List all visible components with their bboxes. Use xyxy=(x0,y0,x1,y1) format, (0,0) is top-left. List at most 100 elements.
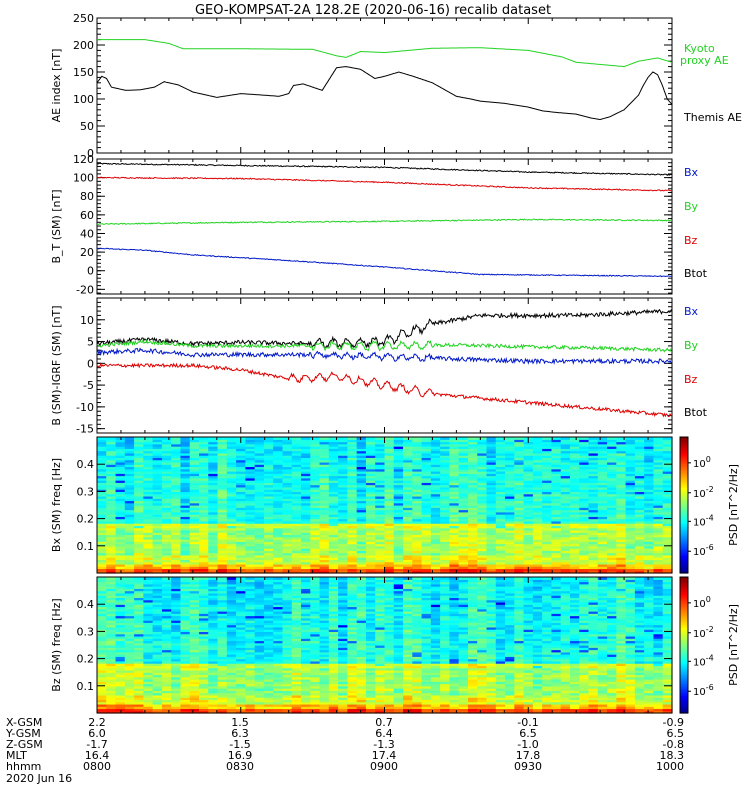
panel-2-series-bz xyxy=(96,362,673,418)
panel-1-series-bz xyxy=(96,176,673,192)
legend-by: By xyxy=(684,200,699,213)
xaxis-tick-label: -1.5 xyxy=(229,738,250,751)
legend-bx: Bx xyxy=(684,166,699,179)
panel-0-ytick: 0 xyxy=(87,147,94,160)
panel-1-ytick: 20 xyxy=(80,246,94,259)
xaxis-tick-label: 6.5 xyxy=(519,727,537,740)
panel-4-ytick: 0.4 xyxy=(77,598,95,611)
legend-bx: Bx xyxy=(684,305,699,318)
xaxis-tick-label: 1.5 xyxy=(231,716,249,729)
panel-2-ytick: 10 xyxy=(80,314,94,327)
panel-2-ytick: 5 xyxy=(87,336,94,349)
panel-1-ytick: 120 xyxy=(73,153,94,166)
xaxis-tick-label: 17.4 xyxy=(372,749,397,762)
panel-1-ytick: -20 xyxy=(76,283,94,296)
legend-btot: Btot xyxy=(684,267,708,280)
panel-3-ytick: 0.4 xyxy=(77,458,95,471)
panel-3-ytick: 0.1 xyxy=(77,540,95,553)
panel-1-frame xyxy=(96,158,673,295)
xaxis-tick-label: -1.3 xyxy=(373,738,394,751)
panel-1-ylabel: B_T (SM) [nT] xyxy=(50,189,63,263)
legend-by: By xyxy=(684,339,699,352)
panel-0-series-kyoto-proxy-ae xyxy=(97,39,673,68)
panel-4-colorbar-label: PSD [nT^2/Hz] xyxy=(727,604,740,686)
colorbar-tick: 10-4 xyxy=(693,513,714,528)
xaxis-tick-label: -0.9 xyxy=(663,716,684,729)
xaxis-date: 2020 Jun 16 xyxy=(6,772,72,785)
panel-2-ytick: -5 xyxy=(83,379,94,392)
xaxis-tick-label: 6.0 xyxy=(88,727,106,740)
xaxis-row-label: MLT xyxy=(6,749,27,762)
legend-themis: Themis AE xyxy=(683,111,742,124)
legend-kyoto: proxy AE xyxy=(680,54,729,67)
panel-0-ytick: 50 xyxy=(80,120,94,133)
panel-0-series-themis-ae xyxy=(96,66,673,121)
xaxis-row-label: hhmm xyxy=(6,760,41,773)
colorbar-tick: 10-2 xyxy=(693,625,714,640)
xaxis-tick-label: 0.7 xyxy=(375,716,393,729)
panel-3-ytick: 0.2 xyxy=(77,513,95,526)
panel-1-series-btot xyxy=(96,247,673,278)
panel-3-ylabel: Bx (SM) freq [Hz] xyxy=(50,458,63,552)
panel-1-ytick: 100 xyxy=(73,172,94,185)
panel-1-series-by xyxy=(96,218,673,225)
colorbar-tick: 10-2 xyxy=(693,485,714,500)
xaxis-tick-label: -0.1 xyxy=(517,716,538,729)
xaxis-row-label: Y-GSM xyxy=(5,727,41,740)
panel-0-frame xyxy=(96,17,673,154)
xaxis-tick-label: 6.3 xyxy=(231,727,249,740)
panel-0-ytick: 200 xyxy=(73,39,94,52)
xaxis-tick-label: 0830 xyxy=(226,760,254,773)
panel-2-series-by xyxy=(96,338,673,353)
panel-4-ytick: 0.1 xyxy=(77,680,95,693)
legend-bz: Bz xyxy=(684,234,698,247)
panel-2-ytick: 0 xyxy=(87,357,94,370)
panel-3-spectrogram xyxy=(97,437,673,574)
panel-1-ytick: 60 xyxy=(80,209,94,222)
panel-2-series-btot xyxy=(96,347,673,366)
panel-4-ytick: 0.2 xyxy=(77,653,95,666)
colorbar-tick: 10-6 xyxy=(693,683,714,698)
xaxis-tick-label: 2.2 xyxy=(88,716,106,729)
panel-3-colorbar: 100 10-2 10-4 10-6 PSD [nT^2/Hz] xyxy=(679,436,740,574)
xaxis-tick-label: 18.3 xyxy=(660,749,685,762)
xaxis-tick-label: 6.5 xyxy=(667,727,685,740)
colorbar-tick: 10-4 xyxy=(693,653,714,668)
xaxis-tick-label: 0900 xyxy=(370,760,398,773)
legend-bz: Bz xyxy=(684,373,698,386)
panel-4-colorbar: 100 10-2 10-4 10-6 PSD [nT^2/Hz] xyxy=(679,576,740,714)
panel-2-ytick: -10 xyxy=(76,401,94,414)
legend-kyoto: Kyoto xyxy=(684,42,715,55)
xaxis-row-label: Z-GSM xyxy=(6,738,43,751)
ephemeris-axis: X-GSM 2.2 1.5 0.7 -0.1 -0.9 Y-GSM 6.0 6.3 6.4 6.5 6… xyxy=(5,716,684,785)
legend-btot: Btot xyxy=(684,406,708,419)
xaxis-tick-label: 16.4 xyxy=(85,749,110,762)
panel-3-colorbar-label: PSD [nT^2/Hz] xyxy=(727,464,740,546)
xaxis-tick-label: 6.4 xyxy=(375,727,393,740)
panel-1-ytick: 40 xyxy=(80,227,94,240)
xaxis-tick-label: 17.8 xyxy=(516,749,541,762)
colorbar-tick: 100 xyxy=(693,455,711,470)
panel-2-ylabel: B (SM)-IGRF (SM) [nT] xyxy=(50,305,63,425)
panel-1-ytick: 0 xyxy=(87,265,94,278)
figure-title: GEO-KOMPSAT-2A 128.2E (2020-06-16) recal… xyxy=(195,3,551,18)
xaxis-row-label: X-GSM xyxy=(6,716,42,729)
panel-2-ytick: -15 xyxy=(76,423,94,436)
xaxis-tick-label: 16.9 xyxy=(228,749,253,762)
panel-0-ytick: 100 xyxy=(73,93,94,106)
colorbar-tick: 10-6 xyxy=(693,543,714,558)
panel-0-ytick: 150 xyxy=(73,66,94,79)
panel-0-ytick: 250 xyxy=(73,12,94,25)
xaxis-tick-label: -0.8 xyxy=(663,738,684,751)
xaxis-tick-label: 1000 xyxy=(656,760,684,773)
panel-4-ytick: 0.3 xyxy=(77,625,95,638)
panel-3-ytick: 0.3 xyxy=(77,485,95,498)
colorbar-tick: 100 xyxy=(693,595,711,610)
panel-1-ytick: 80 xyxy=(80,190,94,203)
panel-2-frame xyxy=(96,297,673,434)
panel-4-spectrogram xyxy=(97,577,673,714)
xaxis-tick-label: 0800 xyxy=(83,760,111,773)
xaxis-tick-label: -1.7 xyxy=(86,738,107,751)
